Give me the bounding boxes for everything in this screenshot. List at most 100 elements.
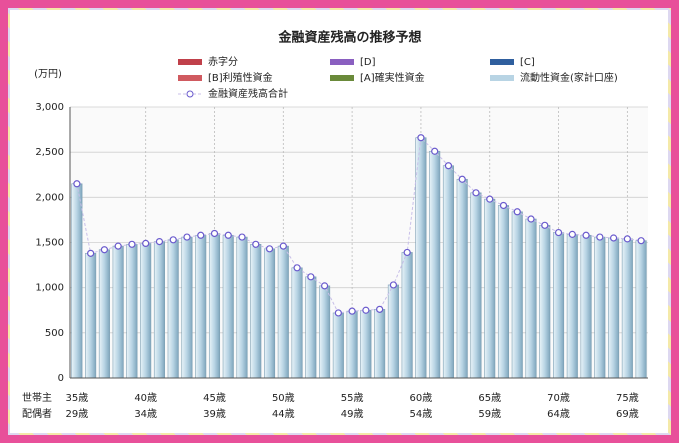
x-tick-label: 39歳 xyxy=(203,408,226,420)
total-marker xyxy=(389,281,398,289)
bar xyxy=(140,243,152,379)
bar xyxy=(553,232,565,379)
bar xyxy=(566,234,578,379)
x-tick-label: 59歳 xyxy=(478,408,501,420)
bar xyxy=(250,244,262,379)
x-tick-label: 50歳 xyxy=(272,392,295,404)
x-tick-label: 40歳 xyxy=(134,392,157,404)
total-marker xyxy=(142,239,150,248)
bar xyxy=(497,205,510,379)
total-marker xyxy=(87,249,95,257)
legend-swatch xyxy=(490,75,514,81)
bar xyxy=(429,150,441,379)
total-marker xyxy=(307,273,315,281)
x-tick-label: 64歳 xyxy=(547,408,570,420)
y-tick-label: 3,000 xyxy=(35,102,64,113)
legend-label: 流動性資金(家計口座) xyxy=(520,71,618,84)
legend-label: [C] xyxy=(520,57,535,68)
total-marker xyxy=(114,242,122,250)
legend-label: [A]確実性資金 xyxy=(360,71,425,84)
bar xyxy=(264,248,276,379)
total-marker xyxy=(224,231,232,239)
bar xyxy=(291,267,303,379)
bar xyxy=(594,236,606,379)
bar xyxy=(621,238,633,379)
total-marker xyxy=(169,236,177,244)
legend-swatch xyxy=(178,75,202,81)
y-tick-label: 0 xyxy=(58,373,64,384)
bar xyxy=(305,276,317,379)
y-tick-label: 1,500 xyxy=(35,238,64,249)
bar xyxy=(208,233,221,379)
total-marker xyxy=(431,147,439,155)
x-tick-label: 45歳 xyxy=(203,392,226,404)
total-marker xyxy=(541,221,549,229)
x-tick-label: 69歳 xyxy=(616,408,639,420)
x-tick-label: 35歳 xyxy=(66,392,89,404)
total-marker xyxy=(252,240,260,248)
total-marker xyxy=(348,307,356,315)
total-marker xyxy=(238,233,246,241)
y-tick-label: 500 xyxy=(45,328,64,339)
bar xyxy=(580,234,592,379)
bar xyxy=(360,309,372,379)
bar xyxy=(126,244,138,379)
y-tick-label: 1,000 xyxy=(35,283,64,294)
bar xyxy=(236,236,248,379)
bar xyxy=(319,285,331,379)
legend-label: [D] xyxy=(360,57,376,68)
legend-swatch xyxy=(178,59,202,65)
total-marker xyxy=(609,234,618,242)
total-marker xyxy=(128,240,136,248)
bar xyxy=(539,225,551,379)
bar xyxy=(112,245,124,379)
bar xyxy=(98,249,110,379)
total-marker xyxy=(73,180,81,188)
x-tick-label: 55歳 xyxy=(341,392,364,404)
row-label: 配偶者 xyxy=(22,407,52,420)
bar xyxy=(484,198,496,379)
legend-label: 金融資産残高合計 xyxy=(208,87,288,100)
row-label: 世帯主 xyxy=(22,391,52,404)
x-tick-label: 44歳 xyxy=(272,408,295,420)
total-marker xyxy=(279,242,287,250)
total-marker xyxy=(637,237,645,245)
total-marker xyxy=(499,201,508,210)
x-tick-label: 49歳 xyxy=(341,408,364,420)
bar xyxy=(181,236,193,379)
bar xyxy=(346,310,358,379)
total-marker xyxy=(554,228,563,237)
total-marker xyxy=(596,233,604,241)
y-tick-label: 2,000 xyxy=(35,192,64,203)
total-marker xyxy=(100,246,109,254)
bar xyxy=(277,245,289,379)
total-marker xyxy=(568,230,576,238)
bar xyxy=(470,192,482,379)
bar xyxy=(401,252,413,379)
total-marker xyxy=(155,237,164,246)
bar xyxy=(525,218,537,379)
bar xyxy=(608,237,620,379)
total-marker xyxy=(527,215,535,223)
legend-label: [B]利殖性資金 xyxy=(208,71,273,84)
chart-title: 金融資産残高の推移予想 xyxy=(277,30,421,46)
bar xyxy=(167,239,179,379)
total-marker xyxy=(210,229,219,238)
x-tick-label: 65歳 xyxy=(478,392,501,404)
total-marker xyxy=(623,235,631,243)
x-tick-label: 29歳 xyxy=(66,408,89,420)
x-tick-label: 60歳 xyxy=(410,392,433,404)
total-marker xyxy=(293,264,301,272)
bar xyxy=(635,240,647,379)
bar xyxy=(153,241,165,379)
bar xyxy=(222,234,234,379)
y-axis-label: (万円) xyxy=(34,69,62,80)
bar xyxy=(195,234,207,379)
legend-label: 赤字分 xyxy=(208,55,238,68)
total-marker xyxy=(513,208,521,216)
legend-marker xyxy=(186,90,194,98)
bar xyxy=(332,312,344,379)
bar xyxy=(442,165,454,379)
